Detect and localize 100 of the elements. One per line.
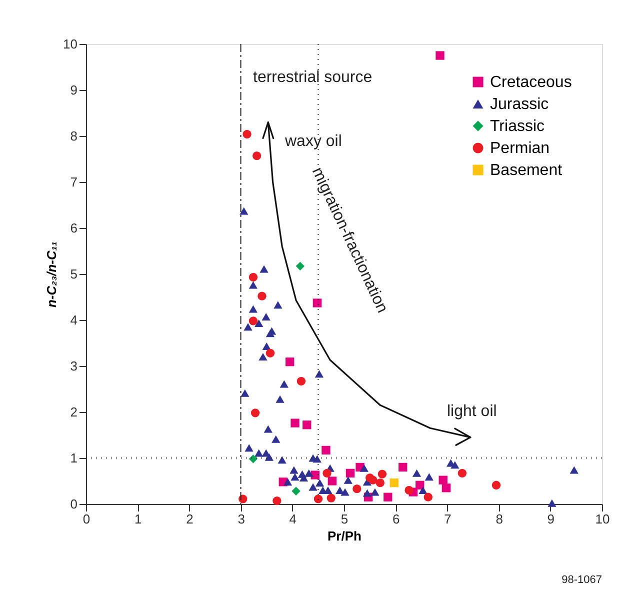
point <box>344 476 352 484</box>
point <box>292 486 300 496</box>
point <box>248 305 258 313</box>
point <box>360 464 368 472</box>
x-tick-label: 2 <box>186 512 194 526</box>
point <box>266 348 275 358</box>
point <box>492 480 501 490</box>
point <box>248 272 258 282</box>
point <box>248 454 258 464</box>
point <box>262 342 271 350</box>
point <box>352 484 362 494</box>
y-tick-label: 4 <box>70 312 78 328</box>
point <box>308 483 318 491</box>
y-tick-label: 10 <box>63 36 78 52</box>
y-tick-label: 9 <box>70 82 78 98</box>
y-tick-label: 0 <box>70 496 78 512</box>
annotation: light oil <box>447 403 497 420</box>
point <box>302 420 312 430</box>
annotation: waxy oil <box>284 133 342 150</box>
point <box>272 496 282 506</box>
x-tick-label: 7 <box>444 512 452 526</box>
point <box>368 476 378 484</box>
y-tick-label: 1 <box>70 450 78 466</box>
x-tick-label: 4 <box>289 512 297 526</box>
y-tick-label: 3 <box>70 358 78 374</box>
y-tick-label: 7 <box>70 174 78 190</box>
point <box>340 488 350 496</box>
point <box>240 389 250 397</box>
point <box>296 376 306 386</box>
point <box>384 492 392 502</box>
point <box>264 425 272 433</box>
point <box>418 486 428 494</box>
point <box>258 292 266 300</box>
point <box>398 462 408 472</box>
point <box>548 499 556 507</box>
point <box>314 370 324 378</box>
y-tick-label: 6 <box>70 220 78 236</box>
point <box>248 281 258 289</box>
point <box>285 358 294 366</box>
point <box>424 473 434 481</box>
point <box>272 435 280 443</box>
point <box>312 455 322 463</box>
point <box>276 395 284 403</box>
point <box>416 480 424 490</box>
x-tick-label: 9 <box>547 512 555 526</box>
point <box>254 449 264 457</box>
legend-label: Triassic <box>490 118 545 135</box>
annotation: terrestrial source <box>253 69 372 86</box>
point <box>326 494 336 502</box>
point <box>248 316 258 326</box>
x-tick-label: 6 <box>392 512 400 526</box>
y-tick-label: 2 <box>70 404 78 420</box>
point <box>290 418 300 428</box>
x-tick-label: 0 <box>82 512 90 526</box>
point <box>322 446 330 455</box>
point <box>264 453 274 461</box>
text: 98-1067 <box>562 574 602 586</box>
point <box>322 468 332 478</box>
point <box>378 470 387 478</box>
point <box>290 466 298 474</box>
point <box>458 468 466 478</box>
x-tick-label: 10 <box>595 512 610 526</box>
point <box>252 151 262 160</box>
x-tick-label: 5 <box>340 512 348 526</box>
point <box>315 479 324 487</box>
point <box>296 262 304 271</box>
point <box>436 51 444 60</box>
point <box>244 444 254 452</box>
x-axis-title: Pr/Ph <box>328 528 362 544</box>
point <box>362 489 372 497</box>
point <box>390 478 398 488</box>
point <box>266 330 275 338</box>
point <box>570 466 578 474</box>
point <box>328 476 336 486</box>
point <box>370 488 380 496</box>
point <box>314 494 323 504</box>
point <box>424 492 432 502</box>
point <box>274 301 282 309</box>
point <box>442 484 450 492</box>
point <box>250 408 260 418</box>
point <box>376 478 384 488</box>
point <box>280 380 288 388</box>
y-tick-label: 8 <box>70 128 78 144</box>
x-tick-label: 1 <box>134 512 142 526</box>
y-tick-label: 5 <box>70 266 78 282</box>
legend-label: Jurassic <box>490 96 549 113</box>
point <box>244 323 252 331</box>
point <box>283 478 292 486</box>
point <box>258 353 268 361</box>
point <box>262 313 270 321</box>
point <box>438 476 448 484</box>
point <box>240 207 248 215</box>
legend-label: Basement <box>490 162 563 179</box>
y-axis-title: n-C₂₃/n-C₁₁ <box>44 241 60 308</box>
point <box>278 456 286 464</box>
legend-label: Permian <box>490 140 550 157</box>
point <box>404 486 414 495</box>
x-tick-label: 8 <box>496 512 503 526</box>
point <box>260 265 268 273</box>
point <box>304 469 314 477</box>
